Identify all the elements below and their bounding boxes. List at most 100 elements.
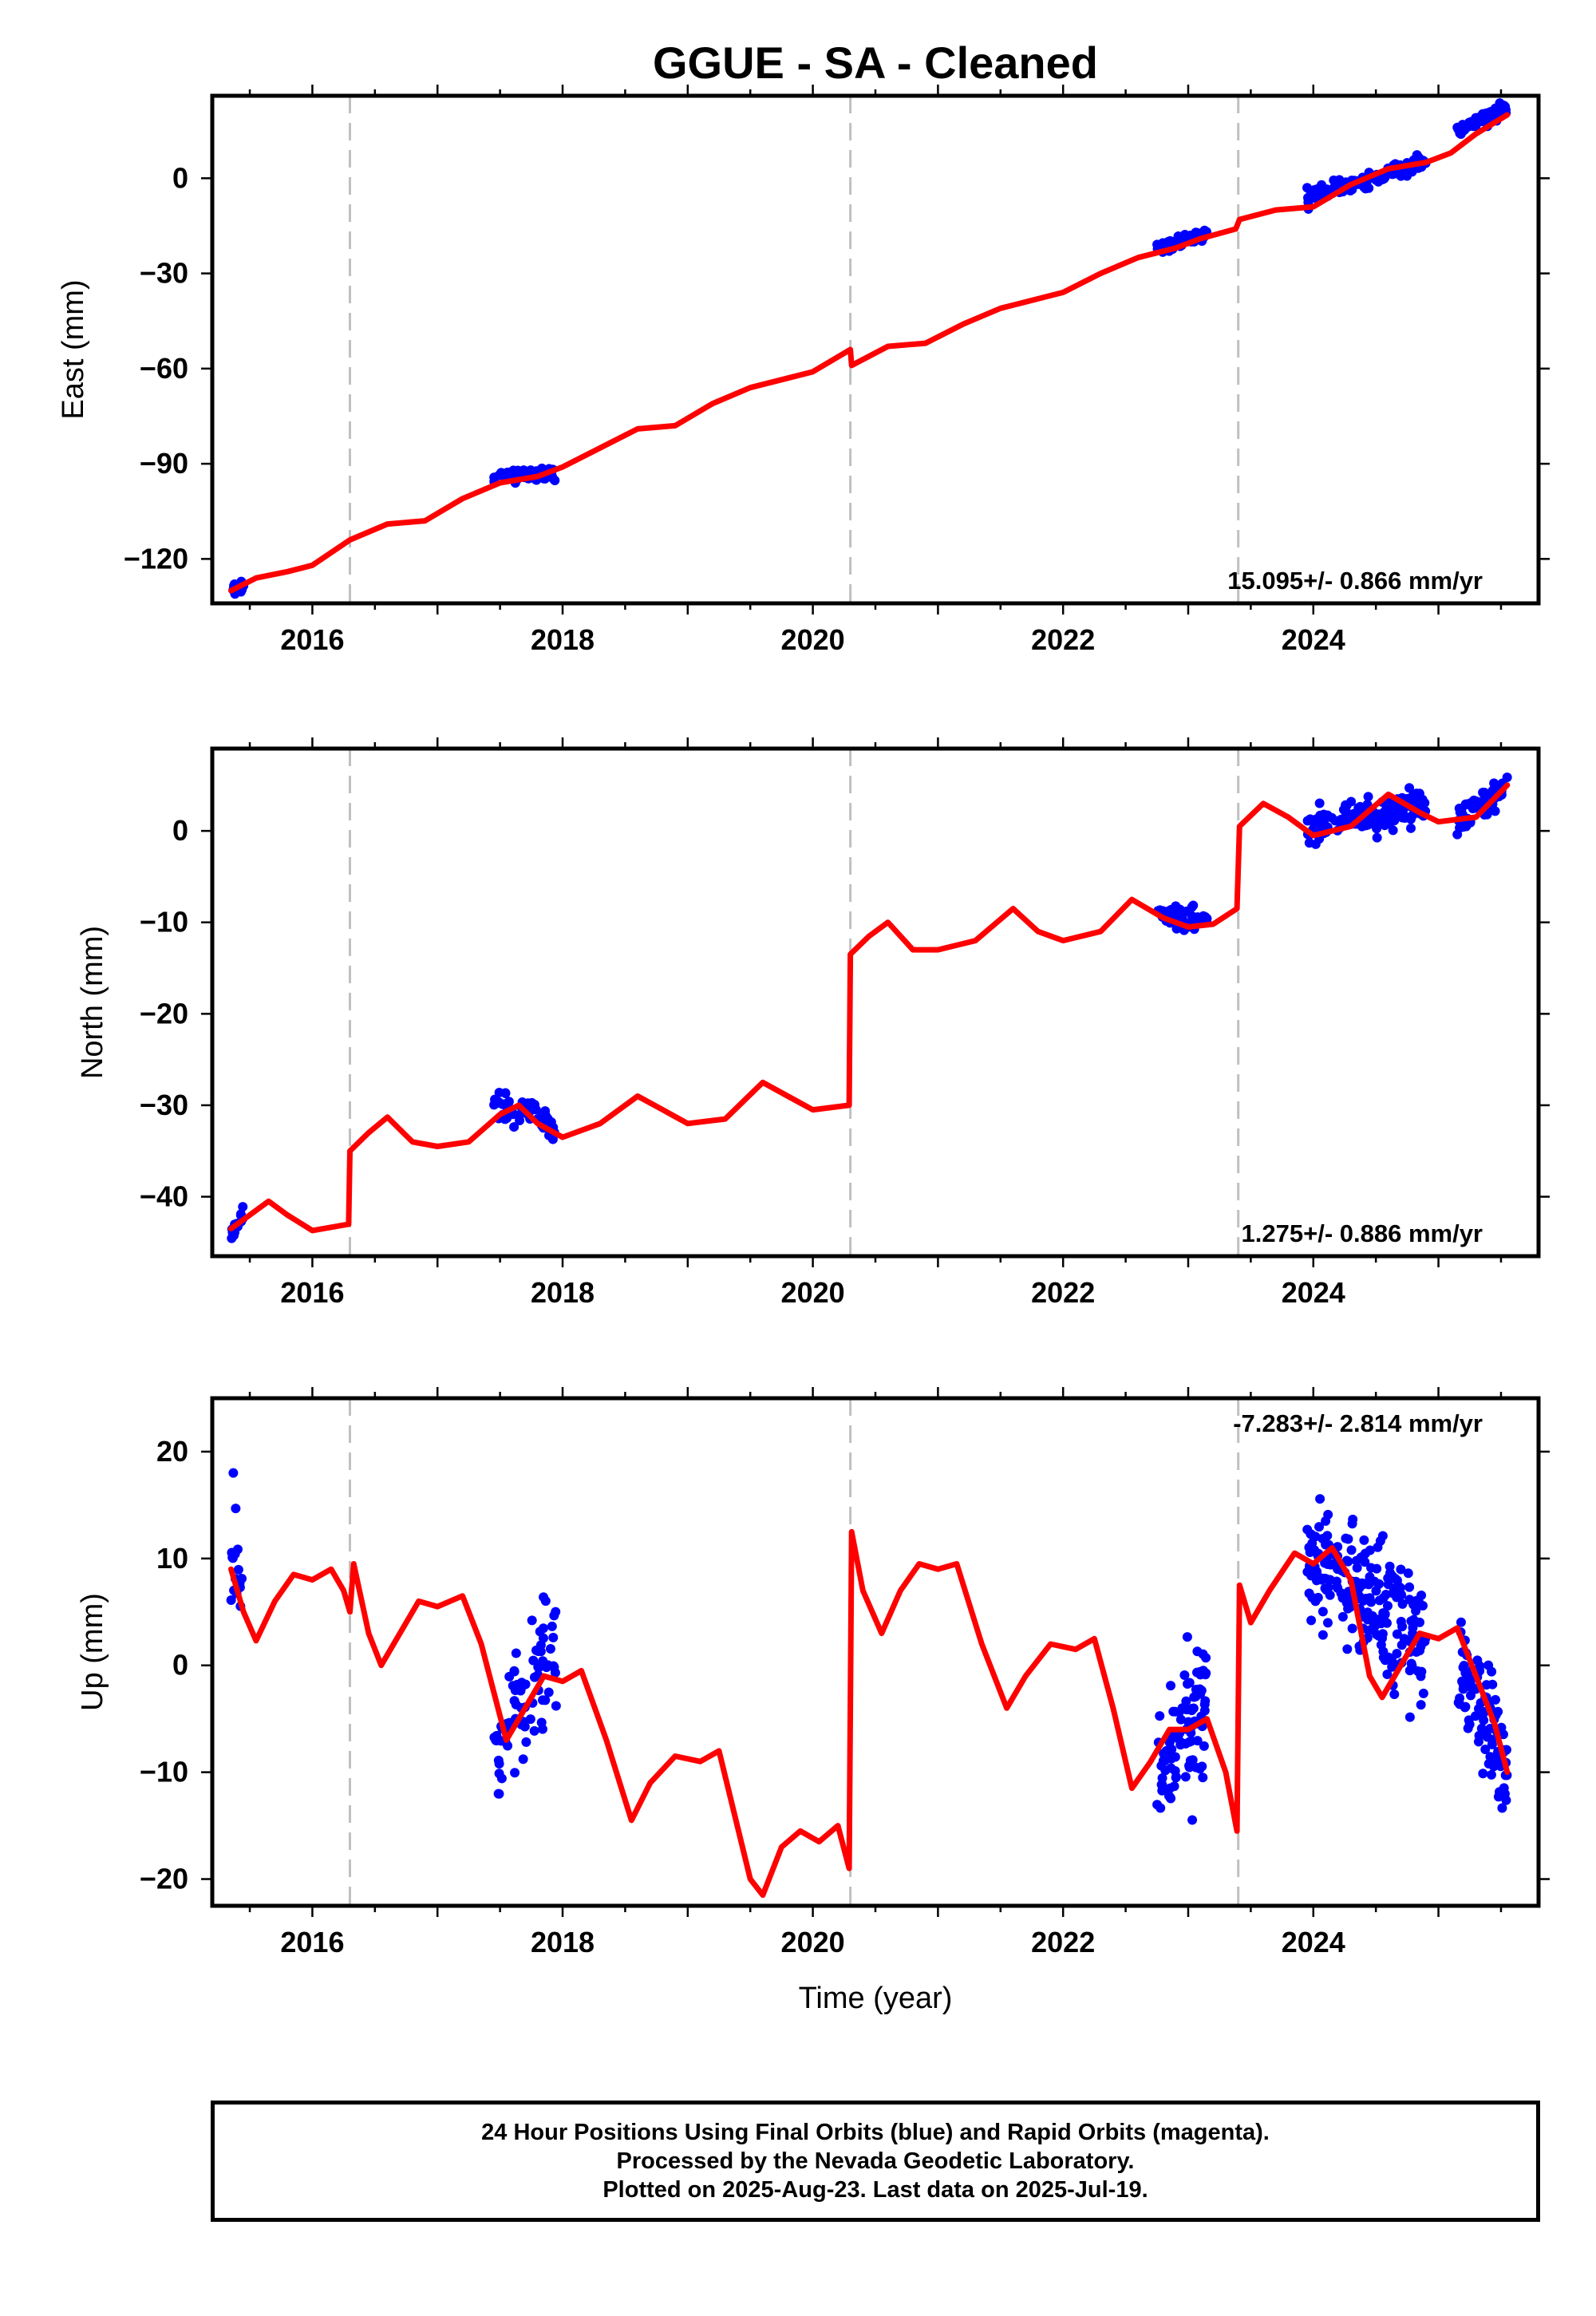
data-point <box>1418 1688 1428 1698</box>
data-point <box>227 1552 238 1563</box>
data-point <box>541 1114 551 1124</box>
data-point <box>1378 808 1389 818</box>
x-tick-label: 2022 <box>1031 623 1095 656</box>
data-point <box>1317 1630 1328 1640</box>
data-point <box>1373 1542 1383 1552</box>
data-point <box>1404 1712 1415 1722</box>
x-tick-label: 2018 <box>531 1276 595 1309</box>
data-point <box>1343 1556 1353 1567</box>
y-tick-label: 20 <box>156 1435 188 1468</box>
data-point <box>1385 1567 1396 1578</box>
data-point <box>1404 1582 1415 1592</box>
data-point <box>1182 1705 1192 1715</box>
data-point <box>1320 1583 1330 1594</box>
data-point <box>1366 815 1377 825</box>
data-point <box>489 1732 500 1742</box>
data-point <box>231 1504 241 1514</box>
data-point <box>1466 117 1476 127</box>
data-point <box>1363 792 1373 802</box>
data-point <box>504 1671 515 1682</box>
data-point <box>1179 1670 1190 1681</box>
y-tick-label: −20 <box>140 997 188 1030</box>
data-point <box>547 1621 557 1631</box>
chart-panel-3: 2016 2018 2020 2022 2024 −20 −10 0 10 20 Up (mm) Ti… <box>76 1387 1550 2015</box>
data-point <box>1373 1630 1384 1641</box>
data-point <box>1187 1755 1198 1765</box>
rate-annotation: 1.275+/- 0.886 mm/yr <box>1242 1219 1483 1247</box>
data-point <box>1346 1545 1357 1555</box>
data-point <box>226 1595 236 1606</box>
data-point <box>543 1687 554 1697</box>
data-point <box>1380 1609 1390 1619</box>
data-point <box>515 1115 525 1125</box>
data-point <box>540 1596 551 1607</box>
data-point <box>1380 1655 1390 1666</box>
data-point <box>1455 823 1465 833</box>
data-point <box>1406 823 1416 833</box>
data-point <box>1322 1618 1333 1628</box>
data-point <box>1180 1772 1191 1782</box>
data-point <box>1166 1763 1176 1773</box>
data-point <box>1478 1769 1488 1779</box>
data-point <box>511 1648 521 1658</box>
data-point <box>1341 1533 1351 1543</box>
data-point <box>1359 1535 1369 1545</box>
chart-title: GGUE - SA - Cleaned <box>653 38 1098 88</box>
data-point <box>541 1662 551 1673</box>
y-tick-label: −40 <box>140 1180 188 1213</box>
data-point <box>1322 1531 1333 1541</box>
data-point <box>1456 1617 1466 1627</box>
data-point <box>500 1088 511 1098</box>
data-point <box>533 1646 543 1657</box>
data-point <box>1483 1660 1494 1670</box>
data-point <box>1325 1559 1336 1570</box>
data-point <box>1315 1494 1325 1504</box>
y-tick-label: −30 <box>140 257 188 290</box>
data-point <box>1369 1576 1380 1587</box>
data-point <box>1352 1563 1362 1573</box>
data-point <box>1459 1661 1469 1671</box>
y-tick-label: −10 <box>140 1756 188 1788</box>
data-point <box>496 1773 507 1784</box>
data-point <box>1170 1752 1180 1762</box>
x-tick-label: 2020 <box>781 623 845 656</box>
data-point <box>1198 1649 1208 1659</box>
data-point <box>1183 1717 1194 1727</box>
data-point <box>1472 800 1483 810</box>
rate-annotation: -7.283+/- 2.814 mm/yr <box>1233 1409 1483 1437</box>
data-point <box>1453 1697 1464 1708</box>
data-point <box>1341 807 1352 817</box>
data-point <box>1416 1591 1427 1601</box>
data-point <box>1397 1599 1408 1609</box>
model-fit-line <box>228 112 1511 594</box>
data-point <box>1170 1706 1180 1717</box>
data-point <box>1357 1579 1368 1590</box>
data-point <box>1394 1582 1404 1592</box>
y-tick-label: −60 <box>140 352 188 385</box>
data-point <box>538 1623 548 1634</box>
data-point <box>1392 1648 1402 1658</box>
data-point <box>1356 1552 1366 1563</box>
data-point <box>1304 838 1314 848</box>
data-point <box>1408 1622 1418 1633</box>
data-point <box>1314 1522 1324 1532</box>
data-point <box>1416 1671 1426 1682</box>
data-point <box>1472 1655 1483 1666</box>
data-point <box>1392 1629 1402 1639</box>
data-point <box>1490 1694 1500 1705</box>
data-point <box>1187 902 1197 912</box>
data-point <box>509 1122 519 1132</box>
data-point <box>1414 788 1424 799</box>
x-tick-label: 2016 <box>280 623 344 656</box>
data-point <box>1306 1615 1317 1626</box>
x-tick-label: 2022 <box>1031 1276 1095 1309</box>
data-point <box>1364 183 1374 193</box>
data-point <box>1195 1686 1206 1697</box>
data-point <box>526 465 536 476</box>
data-point <box>1462 1678 1472 1689</box>
data-point <box>545 1643 555 1654</box>
panel-frame <box>210 1396 1541 1908</box>
data-point <box>1397 1622 1408 1632</box>
data-point <box>538 1633 548 1643</box>
data-point <box>1311 1575 1321 1586</box>
